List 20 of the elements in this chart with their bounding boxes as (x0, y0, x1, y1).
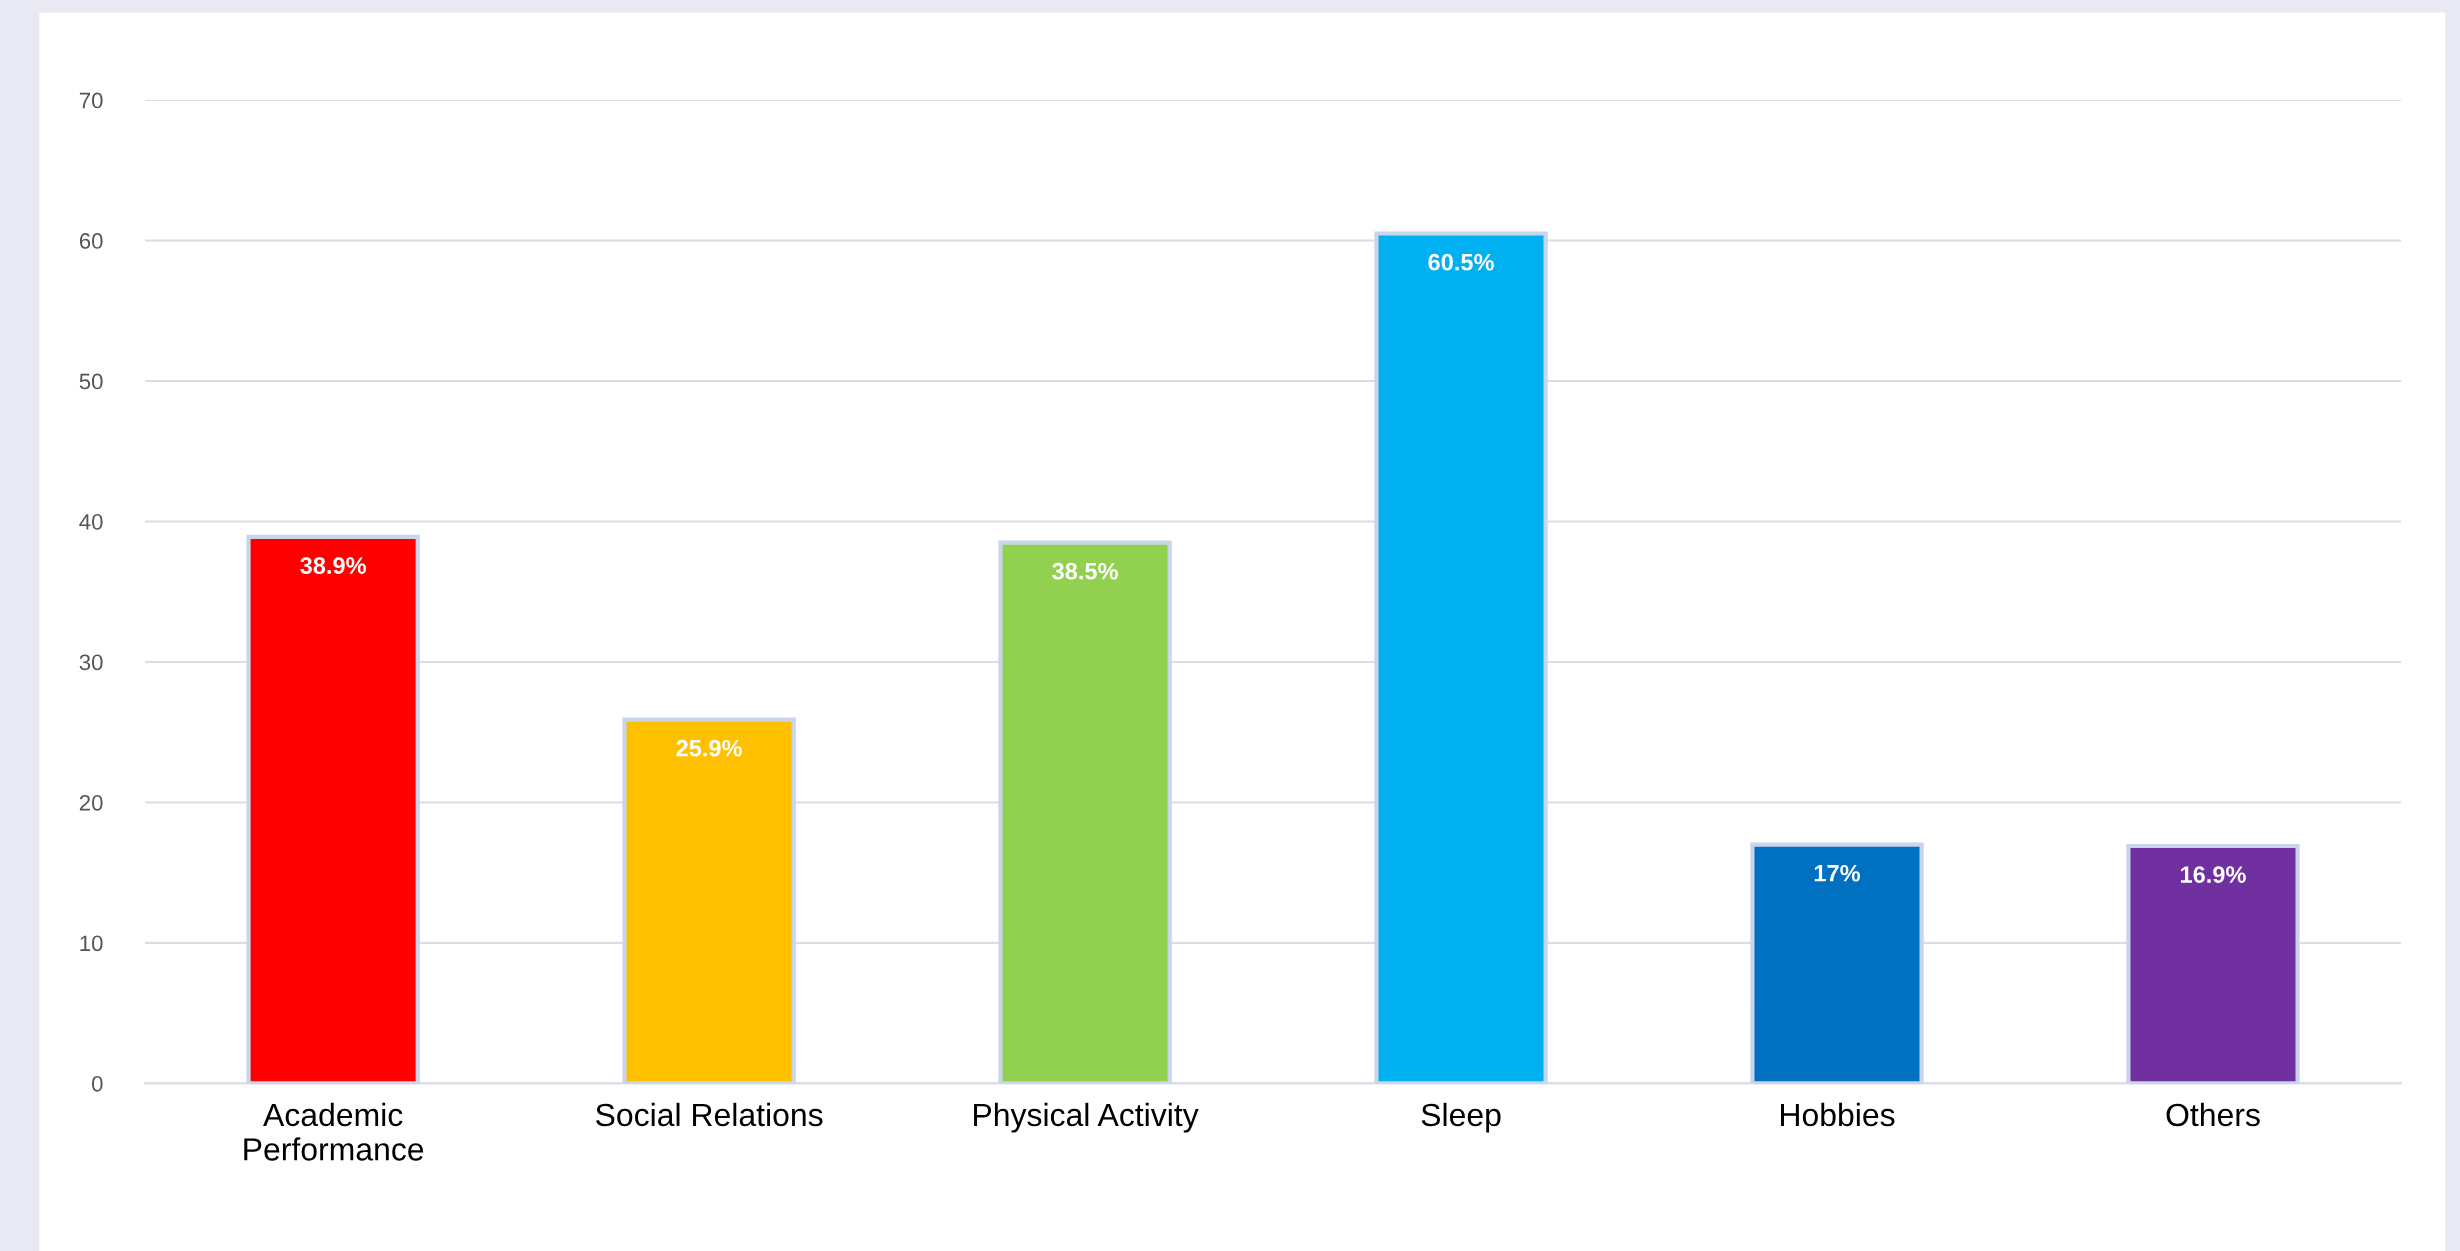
x-tick-label: Hobbies (1781, 1102, 1895, 1127)
y-tick-label: 30 (79, 654, 103, 671)
x-tick-label: Sleep (1421, 1102, 1501, 1133)
data-label: 16.9% (2180, 866, 2246, 883)
x-tick-label: Physical Activity (974, 1102, 1199, 1133)
data-label: 17% (1814, 864, 1861, 882)
x-tick-label: Social Relations (596, 1102, 823, 1127)
data-label: 60.5% (1428, 253, 1494, 271)
data-label: 25.9% (676, 739, 742, 757)
y-tick-label: 20 (79, 794, 103, 811)
y-tick-label: 50 (79, 373, 103, 390)
y-tick-label: 60 (79, 233, 103, 249)
x-tick-label: Academic Performance (244, 1102, 424, 1161)
y-tick-label: 0 (91, 1075, 103, 1092)
data-label: 38.9% (300, 557, 366, 574)
y-tick-label: 70 (79, 92, 103, 109)
y-tick-label: 40 (79, 514, 103, 530)
data-label: 38.5% (1052, 562, 1118, 580)
x-tick-label: Others (2166, 1102, 2260, 1127)
y-tick-label: 10 (80, 935, 103, 952)
